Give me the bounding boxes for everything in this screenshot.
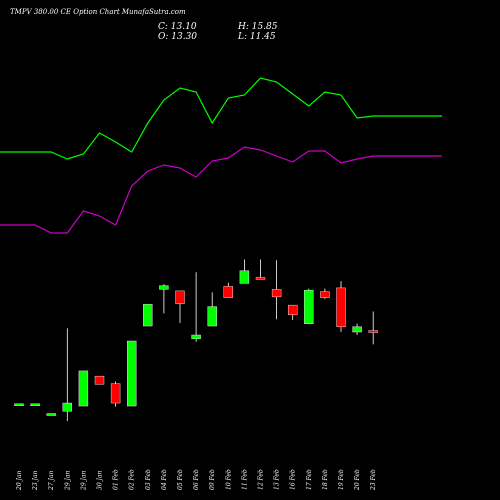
x-tick-label: 23 Feb bbox=[370, 469, 377, 491]
x-tick-label: 03 Feb bbox=[145, 469, 152, 490]
x-tick-label: 27 Jan bbox=[48, 470, 55, 491]
candle-body bbox=[207, 306, 217, 327]
high-value: H: 15.85 bbox=[237, 22, 278, 32]
candle-body bbox=[110, 383, 121, 404]
candle-body bbox=[94, 375, 105, 385]
candle-body bbox=[62, 402, 72, 412]
candle-body bbox=[159, 285, 169, 290]
candle-body bbox=[143, 304, 153, 327]
candle-body bbox=[191, 334, 201, 339]
x-tick-label: 04 Feb bbox=[161, 469, 168, 490]
candle-body bbox=[175, 290, 185, 304]
candle-body bbox=[78, 370, 89, 407]
candle-body bbox=[126, 340, 137, 407]
close-value: C: 13.10 bbox=[158, 22, 197, 32]
upper-band-line bbox=[0, 77, 442, 160]
x-tick-label: 30 Jan bbox=[97, 470, 104, 490]
x-axis-ticks: 20 Jan 23 Jan 27 Jan 29 Jan 29 Jan 30 Jan 01 F… bbox=[16, 469, 377, 491]
candle-body bbox=[304, 289, 314, 324]
candle-body bbox=[320, 291, 330, 298]
x-tick-label: 01 Feb bbox=[113, 469, 120, 490]
x-tick-label: 29 Jan bbox=[64, 470, 71, 491]
candle-body bbox=[368, 330, 378, 333]
x-tick-label: 12 Feb bbox=[258, 469, 265, 490]
x-tick-label: 29 Jan bbox=[80, 470, 87, 491]
candle-body bbox=[223, 286, 234, 298]
x-tick-label: 10 Feb bbox=[225, 469, 232, 490]
x-tick-label: 09 Feb bbox=[209, 469, 216, 490]
candle-body bbox=[336, 287, 346, 327]
chart-title: TMPV 380.00 CE Option Chart MunafaSutra.… bbox=[10, 8, 186, 16]
lower-band-line bbox=[0, 146, 442, 234]
candle-body bbox=[271, 289, 282, 298]
candle-body bbox=[255, 277, 266, 280]
candle-body bbox=[14, 403, 24, 407]
x-tick-label: 20 Jan bbox=[16, 470, 23, 491]
x-tick-label: 19 Feb bbox=[338, 469, 345, 490]
candle-body bbox=[352, 326, 362, 333]
x-tick-label: 05 Feb bbox=[177, 469, 184, 490]
x-tick-label: 11 Feb bbox=[241, 469, 248, 490]
x-tick-label: 02 Feb bbox=[129, 469, 136, 490]
low-value: L: 11.45 bbox=[237, 32, 276, 42]
x-tick-label: 06 Feb bbox=[193, 469, 200, 490]
candle-body bbox=[239, 270, 250, 284]
open-value: O: 13.30 bbox=[158, 32, 197, 42]
x-tick-label: 23 Jan bbox=[32, 470, 39, 491]
candle-body bbox=[288, 304, 298, 316]
candle-body bbox=[30, 403, 40, 407]
candle-body bbox=[46, 413, 56, 416]
x-tick-label: 16 Feb bbox=[290, 469, 297, 490]
x-tick-label: 13 Feb bbox=[274, 469, 281, 490]
x-tick-label: 20 Feb bbox=[354, 469, 361, 491]
x-tick-label: 17 Feb bbox=[306, 469, 313, 490]
candles-group bbox=[14, 259, 378, 421]
x-tick-label: 18 Feb bbox=[322, 469, 329, 490]
